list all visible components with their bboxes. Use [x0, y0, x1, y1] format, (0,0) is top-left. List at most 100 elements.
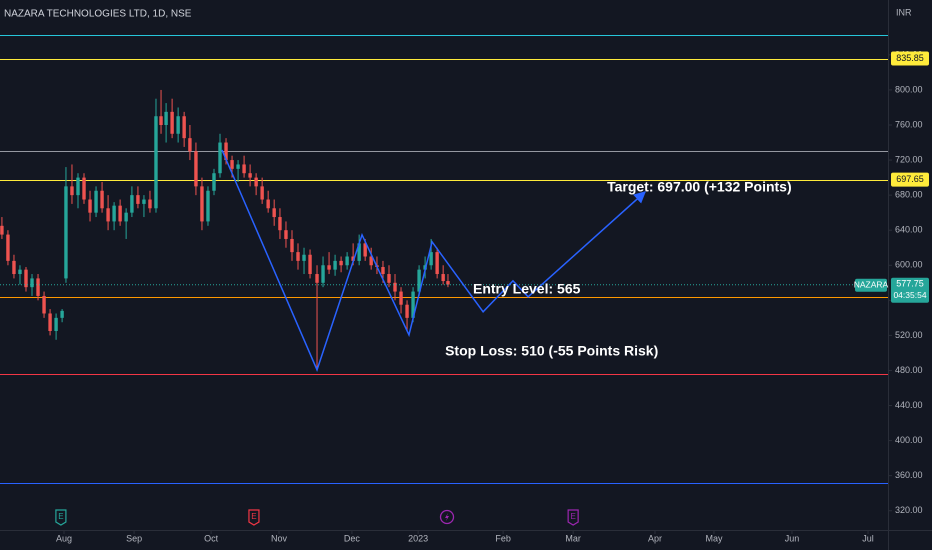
x-tick-label: 2023: [408, 533, 428, 543]
annotation: Stop Loss: 510 (-55 Points Risk): [445, 342, 658, 358]
y-tick-label: 760.00: [895, 119, 923, 129]
level-tag: [891, 172, 929, 187]
candle-body: [54, 317, 58, 332]
candle-body: [36, 278, 40, 296]
y-tick-label: 600.00: [895, 260, 923, 270]
candle-body: [333, 260, 337, 270]
candle-body: [387, 274, 391, 283]
candle-body: [357, 243, 361, 261]
x-tick-label: Mar: [565, 533, 581, 543]
x-tick-label: Nov: [271, 533, 288, 543]
candle-body: [200, 186, 204, 222]
y-tick-label: 360.00: [895, 470, 923, 480]
candle-body: [42, 295, 46, 314]
candle-body: [6, 234, 10, 261]
candle-body: [369, 256, 373, 266]
candle-body: [142, 199, 146, 204]
event-icon: [567, 509, 579, 526]
y-tick-label: 680.00: [895, 190, 923, 200]
x-tick-label: Aug: [56, 533, 72, 543]
event-icon: [439, 509, 455, 525]
candle-body: [176, 116, 180, 134]
candle-body: [88, 199, 92, 213]
candle-body: [230, 160, 234, 169]
candle-body: [136, 195, 140, 204]
symbol-tag: [855, 278, 887, 292]
level-tag-label: 697.65: [896, 174, 924, 184]
candle-body: [24, 269, 28, 288]
candle-body: [224, 142, 228, 161]
candle-body: [405, 304, 409, 318]
event-label: E: [251, 512, 256, 521]
y-tick-label: 440.00: [895, 400, 923, 410]
candle-body: [321, 265, 325, 283]
candle-body: [159, 116, 163, 126]
level-tag: [891, 51, 929, 66]
candle-body: [48, 313, 52, 332]
candle-body: [339, 260, 343, 266]
candle-body: [118, 205, 122, 222]
candle-body: [345, 256, 349, 266]
currency-label: INR: [896, 7, 912, 17]
x-tick-label: Sep: [126, 533, 142, 543]
candle-body: [399, 291, 403, 305]
event-icon: [248, 509, 260, 526]
x-tick-label: Apr: [648, 533, 662, 543]
candle-body: [315, 274, 319, 283]
candle-body: [218, 142, 222, 174]
candle-body: [446, 281, 450, 285]
y-tick-label: 640.00: [895, 225, 923, 235]
candle-body: [12, 260, 16, 275]
y-tick-label: 480.00: [895, 365, 923, 375]
candle-body: [441, 274, 445, 282]
x-tick-label: Dec: [344, 533, 361, 543]
annotation: Entry Level: 565: [473, 281, 581, 297]
candle-body: [206, 190, 210, 222]
candle-body: [278, 217, 282, 231]
price-tag: [891, 277, 929, 303]
event-icon: [55, 509, 67, 526]
candle-body: [363, 243, 367, 257]
candle-body: [327, 265, 331, 270]
x-tick-label: May: [705, 533, 723, 543]
candle-body: [381, 267, 385, 275]
y-tick-label: 320.00: [895, 505, 923, 515]
event-label: E: [570, 512, 575, 521]
x-tick-label: Jun: [785, 533, 800, 543]
candle-body: [30, 278, 34, 288]
candle-body: [112, 205, 116, 222]
candle-body: [148, 199, 152, 209]
candle-body: [60, 310, 64, 318]
candle-body: [154, 116, 158, 209]
candle-body: [260, 186, 264, 200]
countdown-label: 04:35:54: [893, 290, 926, 300]
candle-body: [212, 173, 216, 191]
x-tick-label: Oct: [204, 533, 219, 543]
candle-body: [18, 269, 22, 275]
candle-body: [254, 177, 258, 187]
annotation: Target: 697.00 (+132 Points): [607, 179, 792, 195]
symbol-tag-label: NAZARA: [854, 280, 889, 290]
candle-body: [182, 116, 186, 139]
candle-body: [94, 190, 98, 213]
candle-body: [64, 186, 68, 279]
price-tag-label: 577.75: [896, 279, 924, 289]
candle-body: [124, 212, 128, 222]
candle-body: [411, 291, 415, 318]
candle-body: [429, 252, 433, 266]
candle-body: [194, 151, 198, 187]
candle-body: [296, 252, 300, 261]
candle-body: [236, 164, 240, 169]
candle-body: [242, 164, 246, 174]
candle-body: [266, 199, 270, 209]
event-bolt: [445, 513, 450, 521]
candle-body: [70, 186, 74, 196]
candle-body: [188, 138, 192, 152]
candle-body: [393, 282, 397, 292]
candle-body: [302, 254, 306, 261]
candle-body: [0, 225, 4, 235]
candle-body: [76, 177, 80, 196]
candle-body: [351, 256, 355, 261]
y-tick-label: 520.00: [895, 330, 923, 340]
